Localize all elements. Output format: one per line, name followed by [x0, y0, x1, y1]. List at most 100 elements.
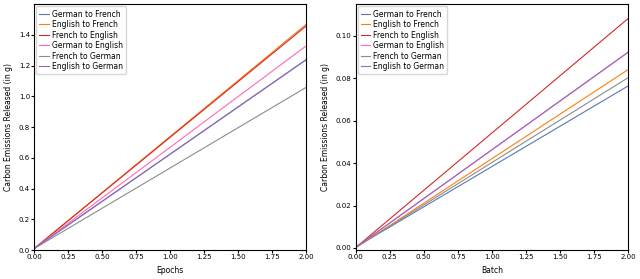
- German to English: [513, 130, 521, 134]
- German to French: [624, 84, 632, 88]
- French to German: [581, 103, 589, 106]
- English to French: [31, 246, 39, 249]
- English to German: [353, 245, 360, 248]
- German to English: [353, 245, 360, 248]
- English to French: [30, 247, 38, 250]
- Line: English to French: English to French: [34, 24, 307, 249]
- German to English: [518, 126, 526, 130]
- French to English: [353, 245, 360, 249]
- French to German: [191, 151, 199, 155]
- English to German: [624, 50, 632, 54]
- French to German: [353, 245, 360, 249]
- German to English: [197, 123, 205, 126]
- English to German: [518, 126, 526, 130]
- German to French: [197, 131, 205, 134]
- English to German: [30, 247, 38, 250]
- French to English: [352, 246, 360, 249]
- German to English: [191, 127, 199, 130]
- French to German: [514, 145, 522, 148]
- German to French: [31, 246, 39, 250]
- English to German: [352, 246, 360, 249]
- French to English: [581, 53, 589, 56]
- German to French: [193, 134, 200, 138]
- Line: English to German: English to German: [34, 59, 307, 249]
- English to French: [193, 113, 200, 117]
- English to French: [598, 85, 606, 88]
- German to French: [260, 88, 268, 91]
- French to English: [624, 17, 632, 20]
- French to English: [513, 110, 521, 114]
- German to French: [303, 58, 310, 61]
- French to German: [624, 76, 632, 80]
- German to English: [514, 129, 522, 133]
- English to German: [191, 135, 199, 138]
- French to English: [303, 24, 310, 27]
- German to French: [353, 245, 360, 248]
- French to English: [30, 247, 38, 250]
- German to English: [260, 76, 268, 79]
- Y-axis label: Carbon Emissions Released (in g): Carbon Emissions Released (in g): [321, 63, 330, 191]
- Line: French to English: French to English: [34, 26, 307, 249]
- English to French: [277, 44, 285, 47]
- Line: French to English: French to English: [356, 19, 628, 247]
- Line: German to English: German to English: [34, 46, 307, 249]
- English to German: [303, 58, 310, 61]
- English to French: [581, 96, 589, 99]
- French to German: [352, 246, 360, 249]
- German to French: [514, 150, 522, 153]
- German to English: [352, 246, 360, 249]
- French to English: [191, 115, 199, 118]
- German to French: [581, 110, 589, 113]
- English to French: [260, 58, 268, 61]
- French to German: [31, 246, 39, 250]
- English to French: [624, 68, 632, 71]
- Line: English to French: English to French: [356, 70, 628, 248]
- English to German: [197, 131, 205, 134]
- Line: German to French: German to French: [356, 86, 628, 247]
- Line: English to German: English to German: [356, 52, 628, 247]
- French to English: [514, 110, 522, 113]
- German to English: [30, 247, 38, 250]
- French to English: [277, 45, 285, 48]
- English to French: [352, 246, 360, 249]
- English to French: [518, 137, 526, 140]
- French to English: [31, 246, 39, 249]
- German to English: [193, 126, 200, 129]
- English to French: [353, 246, 360, 249]
- English to German: [581, 81, 589, 85]
- Line: German to English: German to English: [356, 52, 628, 247]
- English to German: [277, 76, 285, 79]
- German to French: [513, 150, 521, 153]
- French to German: [197, 148, 205, 151]
- English to French: [514, 140, 522, 143]
- German to English: [31, 246, 39, 250]
- French to German: [193, 151, 200, 154]
- X-axis label: Batch: Batch: [481, 266, 503, 275]
- French to German: [598, 92, 606, 95]
- Legend: German to French, English to French, French to English, German to English, Frenc: German to French, English to French, Fre…: [36, 6, 126, 74]
- German to French: [191, 135, 199, 138]
- English to German: [31, 246, 39, 250]
- Line: French to German: French to German: [356, 78, 628, 247]
- German to English: [598, 69, 606, 72]
- German to English: [303, 44, 310, 47]
- German to French: [598, 99, 606, 103]
- English to German: [513, 130, 521, 134]
- French to English: [193, 114, 200, 117]
- Line: French to German: French to German: [34, 87, 307, 249]
- German to French: [30, 247, 38, 250]
- French to English: [518, 106, 526, 109]
- English to German: [514, 129, 522, 133]
- German to English: [277, 63, 285, 66]
- X-axis label: Epochs: Epochs: [157, 266, 184, 275]
- English to German: [598, 69, 606, 72]
- French to German: [513, 145, 521, 149]
- German to English: [624, 50, 632, 54]
- Line: German to French: German to French: [34, 59, 307, 249]
- German to French: [277, 76, 285, 79]
- German to French: [518, 147, 526, 150]
- English to French: [191, 114, 199, 117]
- French to English: [197, 110, 205, 114]
- English to French: [197, 110, 205, 113]
- German to French: [352, 246, 360, 249]
